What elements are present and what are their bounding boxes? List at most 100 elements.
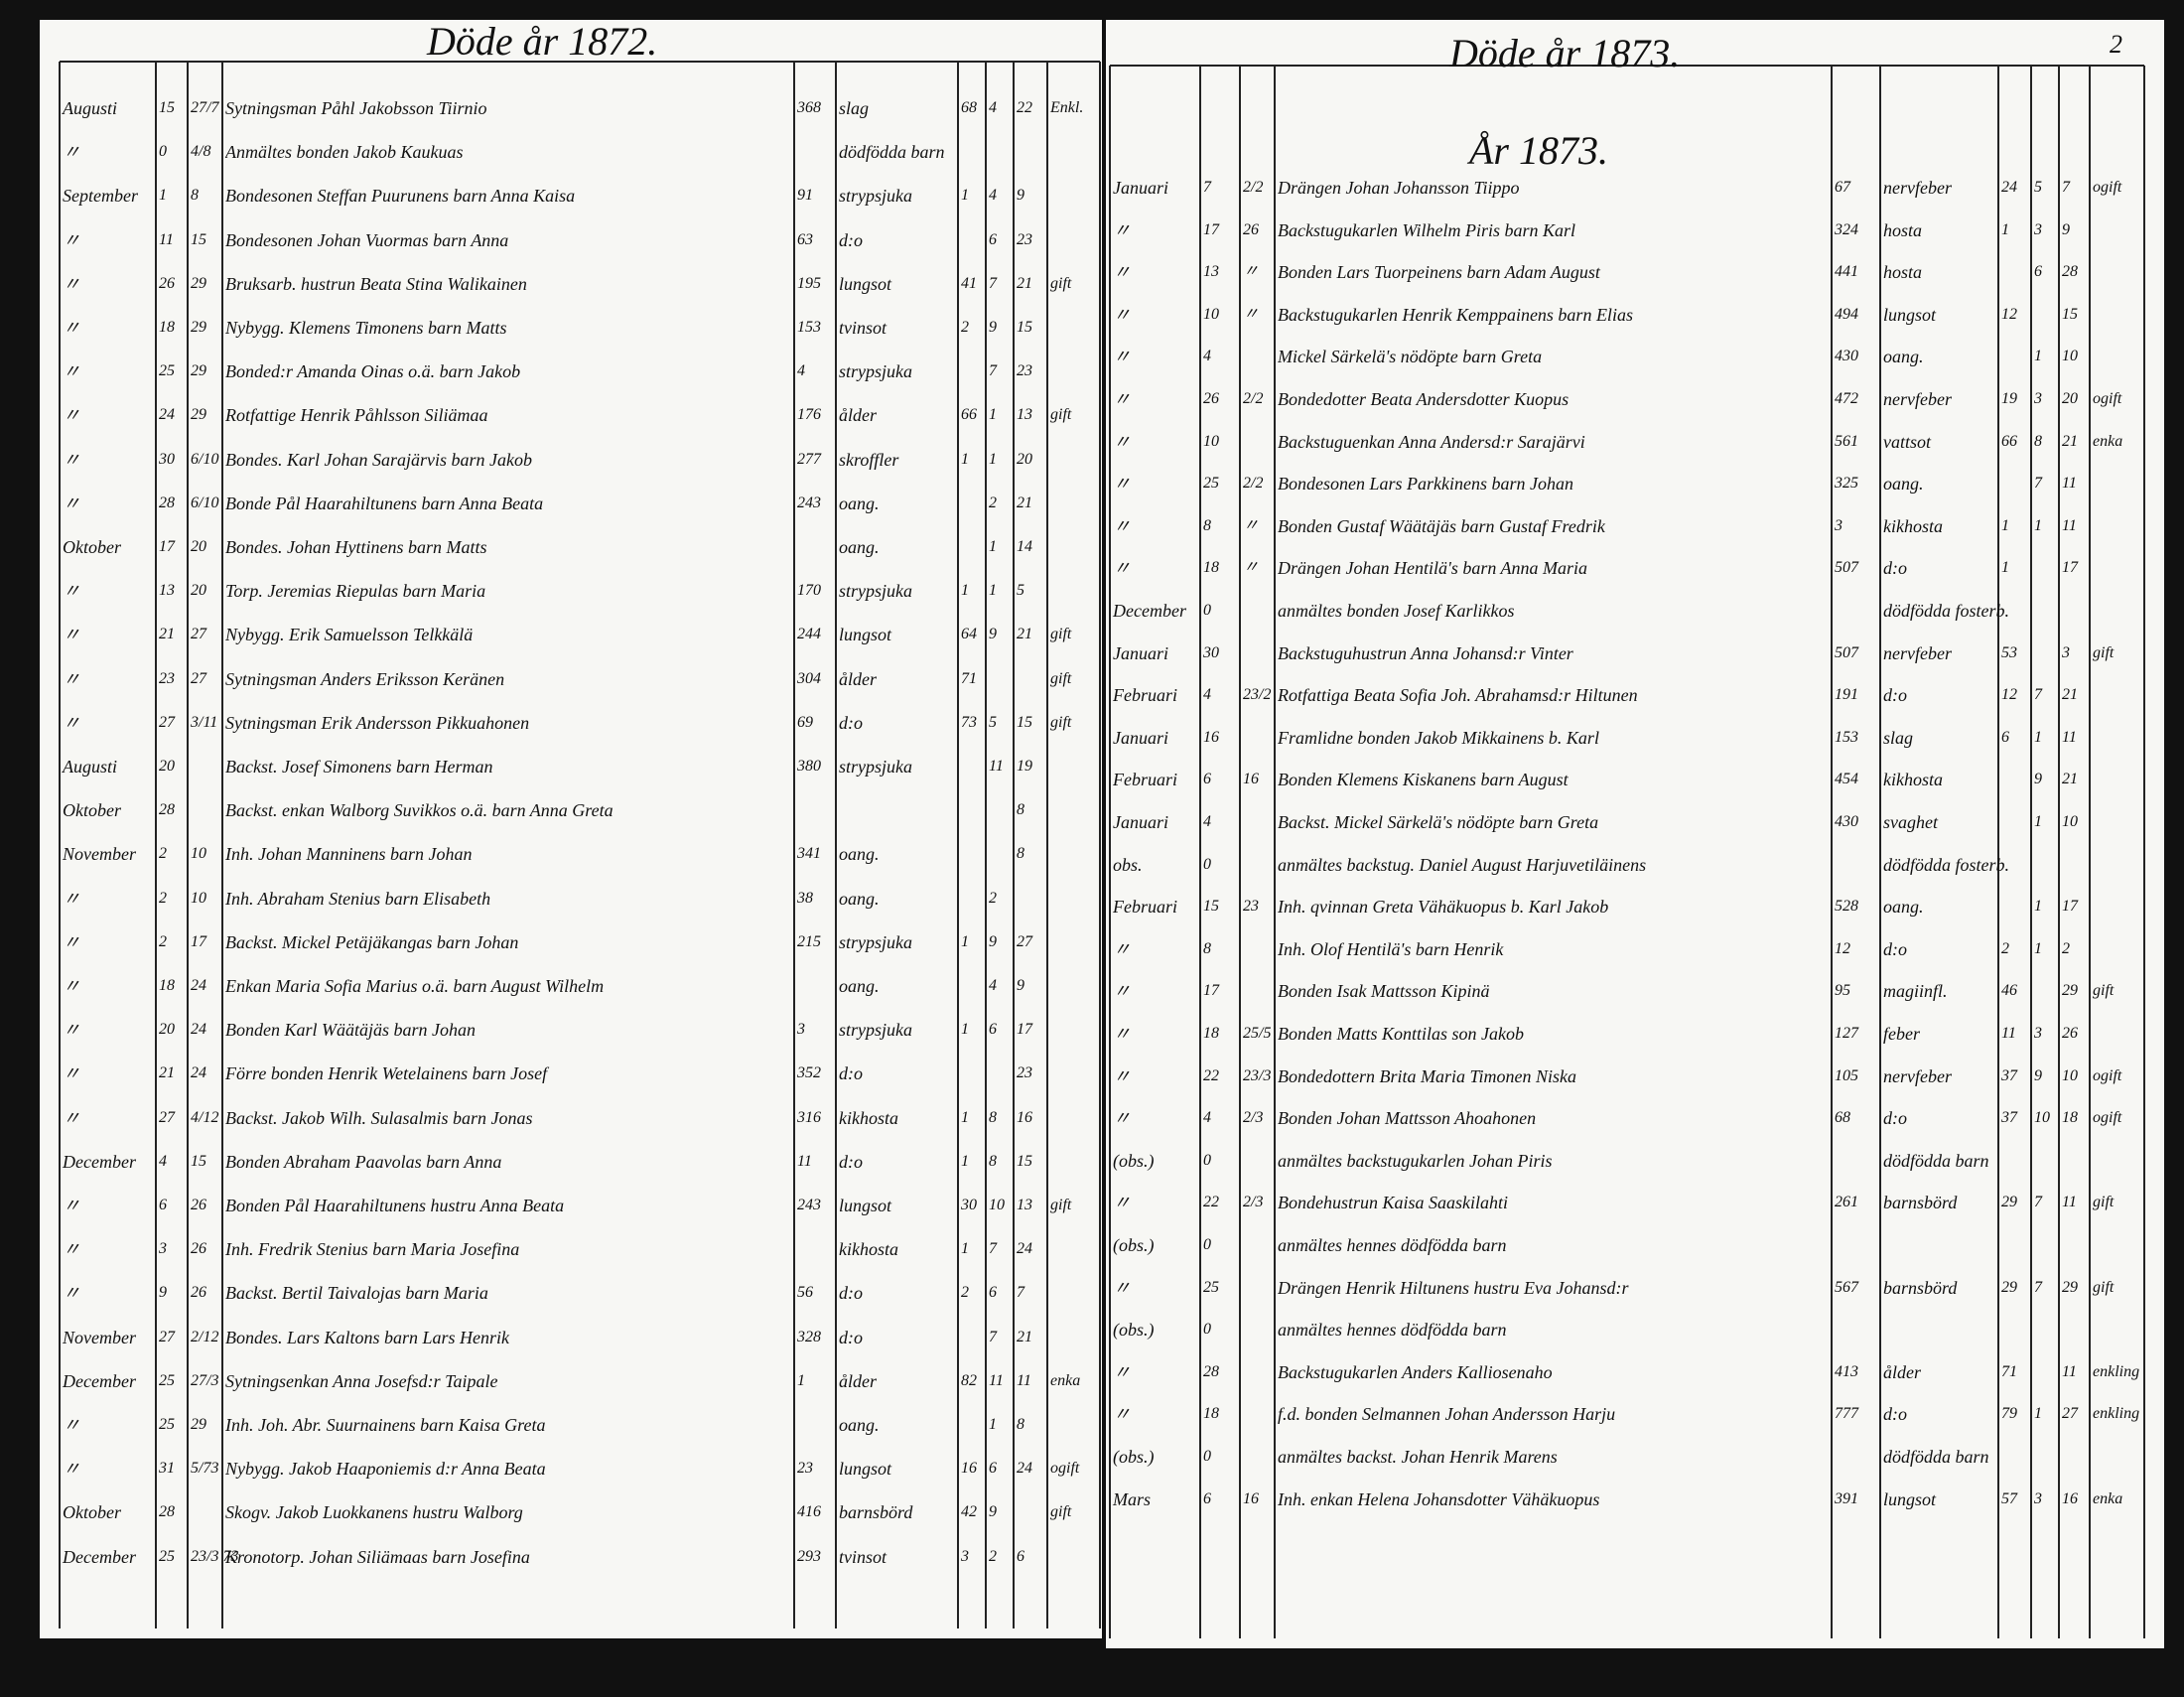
cell-st: ogift [2093,1066,2122,1084]
left-title: Döde år 1872. [427,19,658,64]
cell-cause: d:o [839,712,863,733]
cell-d: 22 [1017,99,1032,116]
cell-d: 11 [2062,728,2077,746]
cell-m: 4 [989,187,997,205]
cell-month: 〃 [63,229,80,250]
cell-nr: 561 [1835,432,1858,450]
cell-st: gift [1050,1197,1072,1213]
cell-d2: 23 [1243,898,1259,916]
cell-st: gift [2093,982,2115,1000]
cell-month: 〃 [63,625,80,645]
cell-m: 9 [989,319,997,336]
cell-entry: Bondesonen Steffan Puurunens barn Anna K… [225,186,576,207]
cell-d: 11 [2062,1194,2077,1211]
cell-d1: 11 [159,230,174,248]
cell-month: (obs.) [1113,1320,1155,1341]
cell-d: 11 [1017,1371,1031,1389]
cell-y: 1 [2001,516,2009,534]
cell-d: 15 [2062,305,2078,323]
cell-d1: 2 [159,889,167,907]
cell-d: 14 [1017,538,1032,555]
cell-entry: Backst. Josef Simonens barn Herman [225,757,493,777]
cell-cause: d:o [839,1063,863,1084]
cell-d2: 6/10 [191,494,219,511]
cell-entry: Bonden Karl Wäätäjäs barn Johan [225,1020,476,1041]
cell-nr: 507 [1835,559,1858,577]
cell-d2: 2/2 [1243,475,1264,493]
cell-entry: Inh. enkan Helena Johansdotter Vähäkuopu… [1278,1488,1600,1509]
cell-cause: lungsot [839,1196,892,1215]
cell-m: 1 [989,582,997,600]
cell-cause: oang. [1883,474,1924,495]
cell-d2: 23/2 [1243,686,1272,704]
cell-entry: Inh. qvinnan Greta Vähäkuopus b. Karl Ja… [1278,897,1609,918]
cell-d1: 17 [159,538,175,555]
cell-st: gift [2093,643,2115,661]
cell-entry: Bondesonen Johan Vuormas barn Anna [225,229,509,250]
cell-entry: Bonde Pål Haarahiltunens barn Anna Beata [225,493,544,513]
cell-entry: Sytningsman Erik Andersson Pikkuahonen [225,712,530,733]
cell-m: 5 [2034,179,2042,196]
cell-y: 3 [961,1547,969,1565]
cell-d: 23 [1017,1064,1032,1082]
cell-month: (obs.) [1113,1235,1155,1255]
cell-d2: 24 [191,977,206,994]
cell-month: 〃 [1113,304,1131,325]
cell-cause: slag [1883,727,1914,748]
cell-entry: anmältes hennes dödfödda barn [1278,1320,1507,1341]
cell-entry: Bondes. Lars Kaltons barn Lars Henrik [225,1327,510,1347]
cell-st: ogift [2093,1109,2122,1127]
cell-st: enkling [2093,1405,2140,1423]
cell-cause: oang. [839,1415,880,1435]
cell-m: 5 [989,713,997,731]
cell-st: gift [1050,669,1072,687]
cell-cause: barnsbörd [1883,1277,1958,1298]
cell-nr: 391 [1835,1489,1858,1507]
cell-m: 7 [989,1328,997,1345]
cell-d: 5 [1017,582,1024,600]
cell-cause: d:o [1883,685,1907,706]
cell-entry: Backst. Bertil Taivalojas barn Maria [225,1283,488,1304]
cell-d1: 27 [159,1328,175,1345]
cell-month: November [63,844,136,865]
cell-cause: dödfödda barn [1883,1447,1989,1467]
cell-entry: Bondedotter Beata Andersdotter Kuopus [1278,389,1570,409]
cell-entry: Backst. Mickel Särkelä's nödöpte barn Gr… [1278,812,1599,832]
cell-d1: 25 [159,1371,175,1389]
cell-d: 28 [2062,263,2078,281]
cell-nr: 176 [797,406,821,424]
cell-d: 11 [2062,516,2077,534]
cell-d1: 9 [159,1284,167,1302]
cell-y: 6 [2001,728,2009,746]
cell-d2: 4/12 [191,1108,219,1126]
cell-d1: 4 [1203,1109,1211,1127]
cell-cause: nervfeber [1883,389,1952,409]
cell-d: 21 [1017,274,1032,292]
cell-d2: 17 [191,932,206,950]
cell-entry: Bondedottern Brita Maria Timonen Niska [1278,1065,1576,1086]
cell-nr: 494 [1835,305,1858,323]
cell-month: Augusti [63,98,118,118]
cell-d2: 3/11 [191,713,218,731]
cell-d1: 18 [1203,1405,1219,1423]
cell-entry: Drängen Johan Johansson Tiippo [1278,178,1520,198]
cell-entry: Skogv. Jakob Luokkanens hustru Walborg [225,1502,523,1523]
cell-entry: Inh. Fredrik Stenius barn Maria Josefina [225,1239,520,1260]
cell-month: 〃 [63,449,80,470]
cell-cause: lungsot [1883,1488,1937,1509]
cell-cause: d:o [839,1283,863,1304]
cell-d1: 26 [159,274,175,292]
cell-d: 29 [2062,1278,2078,1296]
cell-cause: strypsjuka [839,931,912,952]
cell-d1: 22 [1203,1194,1219,1211]
cell-d1: 0 [1203,1448,1211,1465]
cell-y: 29 [2001,1194,2017,1211]
cell-entry: Backst. Mickel Petäjäkangas barn Johan [225,931,519,952]
cell-month: 〃 [1113,1404,1131,1425]
cell-month: Oktober [63,1502,121,1523]
cell-d1: 22 [1203,1066,1219,1084]
cell-d1: 18 [159,977,175,994]
cell-nr: 244 [797,626,821,643]
cell-nr: 3 [1835,516,1843,534]
cell-cause: strypsjuka [839,1020,912,1041]
